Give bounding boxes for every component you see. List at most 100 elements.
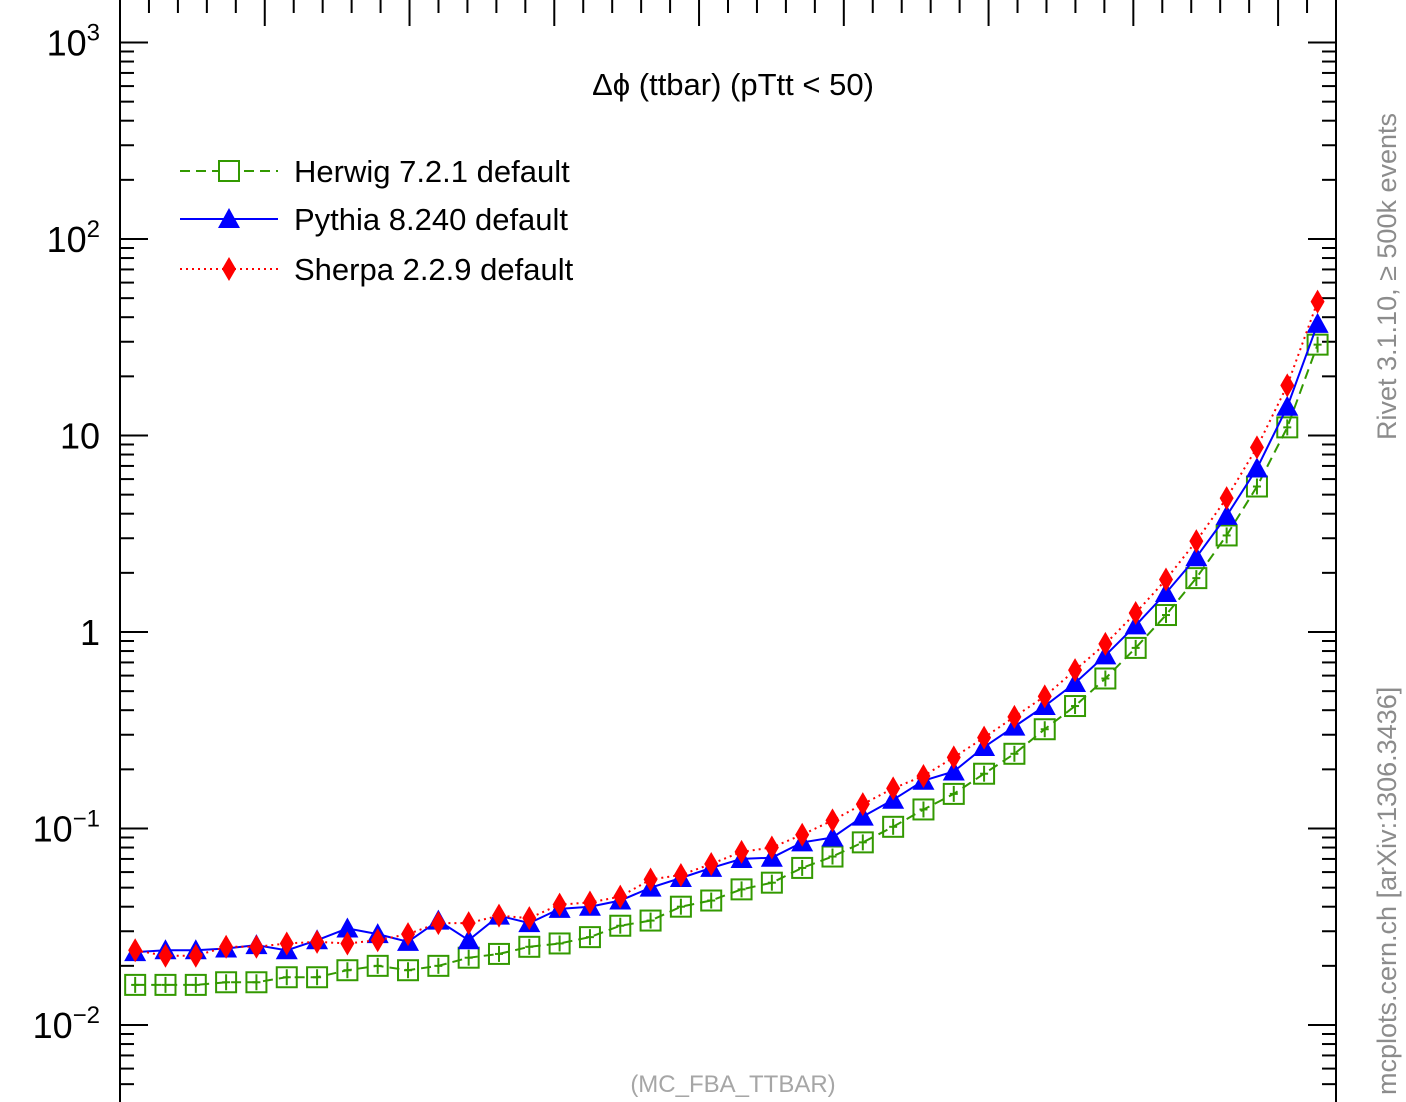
data-point [1215, 524, 1238, 547]
data-point [912, 798, 935, 821]
data-point [669, 895, 692, 918]
data-point [1154, 604, 1177, 627]
data-point [1310, 289, 1325, 314]
y-tick-label: 1 [80, 612, 100, 653]
data-point [1249, 435, 1264, 460]
series-2 [128, 289, 1325, 968]
data-point [1064, 695, 1087, 718]
series-layer [124, 289, 1329, 996]
data-point [942, 782, 965, 805]
data-point [734, 839, 749, 864]
y-tick-label: 103 [47, 20, 100, 64]
data-point [306, 966, 329, 989]
series-line [135, 301, 1319, 957]
data-point [821, 826, 844, 847]
data-point [427, 954, 450, 977]
data-point [791, 856, 814, 879]
data-point [1033, 718, 1056, 741]
data-point [730, 878, 753, 901]
data-point [249, 934, 264, 959]
data-point [1185, 567, 1208, 590]
data-point [518, 935, 541, 958]
data-point [461, 911, 476, 936]
data-point [916, 764, 931, 789]
data-point [821, 845, 844, 868]
data-point [370, 928, 385, 953]
data-point [336, 917, 359, 938]
data-point [184, 973, 207, 996]
data-point [942, 760, 965, 781]
data-point [1003, 742, 1026, 765]
data-point [457, 929, 480, 950]
data-point [336, 959, 359, 982]
y-tick-label-text: 103 [47, 20, 100, 64]
data-point [582, 890, 597, 915]
rivet-label: Rivet 3.1.10, ≥ 500k events [1372, 113, 1402, 440]
chart-title: Δϕ (ttbar) (pTtt < 50) [592, 67, 874, 102]
data-point [639, 909, 662, 932]
data-point [673, 862, 688, 887]
data-point [548, 932, 571, 955]
mcplots-label: mcplots.cern.ch [arXiv:1306.3436] [1372, 687, 1402, 1095]
data-point [128, 938, 143, 963]
y-tick-label: 10−1 [33, 806, 100, 850]
data-point [245, 971, 268, 994]
data-point [1189, 529, 1204, 554]
data-point [1037, 684, 1052, 709]
data-point [124, 973, 147, 996]
y-tick-labels: 10−2 10−1 1 10 102 103 [33, 20, 100, 1047]
data-point [487, 942, 510, 965]
data-point [552, 892, 567, 917]
data-point [188, 943, 203, 968]
data-point [310, 929, 325, 954]
y-tick-label-text: 10 [60, 416, 100, 457]
data-point [1306, 333, 1329, 356]
legend: Herwig 7.2.1 default Pythia 8.240 defaul… [180, 154, 574, 287]
data-point [1215, 504, 1238, 525]
data-point [401, 922, 416, 947]
data-point [154, 973, 177, 996]
data-point [764, 835, 779, 860]
legend-marker-herwig [218, 160, 240, 182]
y-tick-label-text: 10−2 [33, 1002, 100, 1046]
data-point [1185, 546, 1208, 567]
data-point [275, 966, 298, 989]
data-point [219, 934, 234, 959]
data-point [977, 725, 992, 750]
data-point [973, 762, 996, 785]
series-1 [124, 312, 1329, 962]
data-point [882, 815, 905, 838]
data-point [431, 911, 446, 936]
data-point [1098, 631, 1113, 656]
data-point [1219, 486, 1234, 511]
data-point [491, 903, 506, 928]
y-tick-label: 10−2 [33, 1002, 100, 1046]
data-point [643, 867, 658, 892]
data-point [1124, 636, 1147, 659]
data-point [1007, 704, 1022, 729]
data-point [158, 943, 173, 968]
data-point [397, 959, 420, 982]
series-0 [124, 333, 1329, 996]
data-point [215, 971, 238, 994]
axis-ticks [119, 0, 1337, 1086]
series-line [135, 323, 1319, 954]
data-point [1245, 457, 1268, 478]
data-point [760, 871, 783, 894]
legend-marker-pythia [218, 208, 240, 228]
data-point [609, 914, 632, 937]
data-point [886, 776, 901, 801]
data-point [366, 954, 389, 977]
data-point [1276, 395, 1299, 416]
data-point [1094, 667, 1117, 690]
data-point [851, 831, 874, 854]
data-point [522, 906, 537, 931]
data-point [279, 931, 294, 956]
data-point [1306, 312, 1329, 333]
data-point [1128, 600, 1143, 625]
y-tick-label-text: 1 [80, 612, 100, 653]
legend-marker-sherpa [222, 257, 236, 281]
data-point [1280, 373, 1295, 398]
y-tick-label: 10 [60, 416, 100, 457]
